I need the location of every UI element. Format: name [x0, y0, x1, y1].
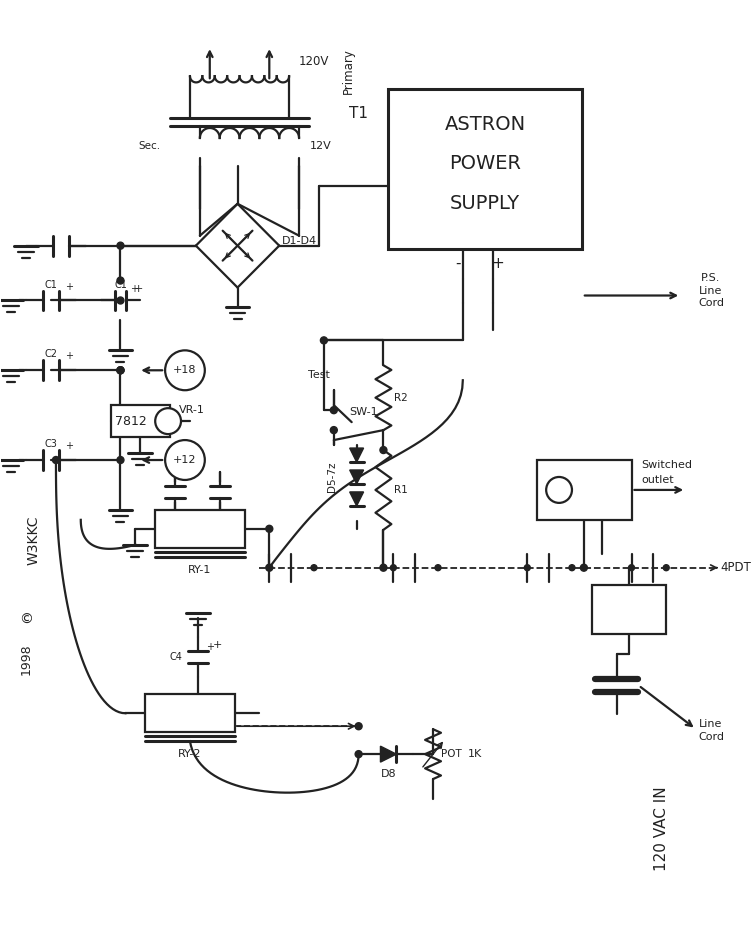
- Text: +: +: [130, 283, 138, 294]
- Text: +18: +18: [173, 365, 197, 376]
- Circle shape: [525, 565, 530, 570]
- Text: C4: C4: [169, 652, 182, 663]
- Text: R2: R2: [395, 392, 408, 403]
- Circle shape: [311, 565, 317, 570]
- Text: +: +: [134, 283, 143, 294]
- Text: R1: R1: [395, 485, 408, 495]
- Circle shape: [117, 457, 124, 463]
- Text: +: +: [65, 351, 73, 362]
- Circle shape: [380, 446, 387, 454]
- Circle shape: [165, 440, 205, 480]
- Circle shape: [117, 367, 124, 374]
- Text: -: -: [455, 256, 460, 271]
- Text: D1-D4: D1-D4: [281, 236, 317, 246]
- Text: +: +: [65, 281, 73, 292]
- Text: C1: C1: [45, 280, 57, 290]
- Text: outlet: outlet: [641, 475, 674, 485]
- Text: +: +: [65, 441, 73, 451]
- Circle shape: [117, 367, 124, 374]
- Text: Line: Line: [699, 720, 723, 729]
- Text: Cord: Cord: [698, 298, 724, 308]
- Text: 1998: 1998: [20, 644, 33, 676]
- Text: POWER: POWER: [449, 155, 521, 173]
- Text: Sec.: Sec.: [138, 141, 160, 151]
- Circle shape: [355, 722, 362, 730]
- Circle shape: [117, 277, 124, 284]
- Text: Cord: Cord: [698, 733, 724, 742]
- Text: 120V: 120V: [299, 55, 329, 68]
- Text: T1: T1: [349, 105, 367, 120]
- Text: POT: POT: [441, 749, 461, 760]
- Text: 4PDT: 4PDT: [720, 561, 751, 574]
- Polygon shape: [350, 492, 364, 506]
- Bar: [145, 694, 234, 733]
- Text: 120 VAC IN: 120 VAC IN: [654, 787, 669, 871]
- Text: 1K: 1K: [468, 749, 482, 760]
- Text: +12: +12: [173, 455, 197, 465]
- Circle shape: [266, 564, 273, 571]
- Text: D5-7z: D5-7z: [327, 461, 337, 492]
- Circle shape: [663, 565, 669, 570]
- Bar: [110, 405, 170, 437]
- Circle shape: [581, 564, 587, 571]
- Circle shape: [155, 408, 181, 434]
- Circle shape: [117, 242, 124, 249]
- Circle shape: [380, 564, 387, 571]
- Text: D8: D8: [380, 769, 396, 779]
- Text: 7812: 7812: [114, 415, 146, 428]
- Bar: [389, 89, 582, 249]
- Circle shape: [165, 350, 205, 391]
- Text: 12V: 12V: [310, 141, 332, 151]
- Polygon shape: [350, 448, 364, 462]
- Bar: [155, 510, 244, 548]
- Polygon shape: [350, 470, 364, 484]
- Text: +: +: [206, 642, 214, 652]
- Text: +: +: [213, 640, 222, 651]
- Text: RY-2: RY-2: [178, 749, 202, 760]
- Circle shape: [266, 526, 273, 532]
- Circle shape: [390, 565, 396, 570]
- Text: VR-1: VR-1: [179, 405, 205, 415]
- Text: ASTRON: ASTRON: [445, 115, 525, 133]
- Text: SUPPLY: SUPPLY: [450, 194, 520, 213]
- Text: Primary: Primary: [342, 48, 355, 94]
- Circle shape: [435, 565, 441, 570]
- Circle shape: [330, 406, 337, 414]
- Circle shape: [266, 565, 272, 570]
- Circle shape: [569, 565, 575, 570]
- Text: Test: Test: [308, 370, 330, 380]
- Text: SW-1: SW-1: [349, 407, 378, 418]
- Polygon shape: [380, 747, 396, 762]
- Text: Line: Line: [699, 285, 723, 295]
- Circle shape: [321, 336, 327, 344]
- Circle shape: [52, 457, 60, 463]
- Text: C1: C1: [114, 280, 127, 290]
- Bar: [538, 460, 631, 520]
- Text: ©: ©: [19, 612, 33, 626]
- Circle shape: [355, 750, 362, 758]
- Text: P.S.: P.S.: [702, 272, 720, 282]
- Text: RY-1: RY-1: [188, 565, 212, 575]
- Text: C2: C2: [45, 350, 57, 360]
- Circle shape: [330, 427, 337, 433]
- Circle shape: [546, 477, 572, 503]
- Bar: [592, 584, 666, 635]
- Circle shape: [628, 565, 634, 570]
- Text: Switched: Switched: [641, 460, 692, 470]
- Text: C3: C3: [45, 439, 57, 449]
- Circle shape: [117, 367, 124, 374]
- Circle shape: [117, 297, 124, 304]
- Text: W3KKC: W3KKC: [26, 515, 40, 565]
- Text: +: +: [491, 256, 504, 271]
